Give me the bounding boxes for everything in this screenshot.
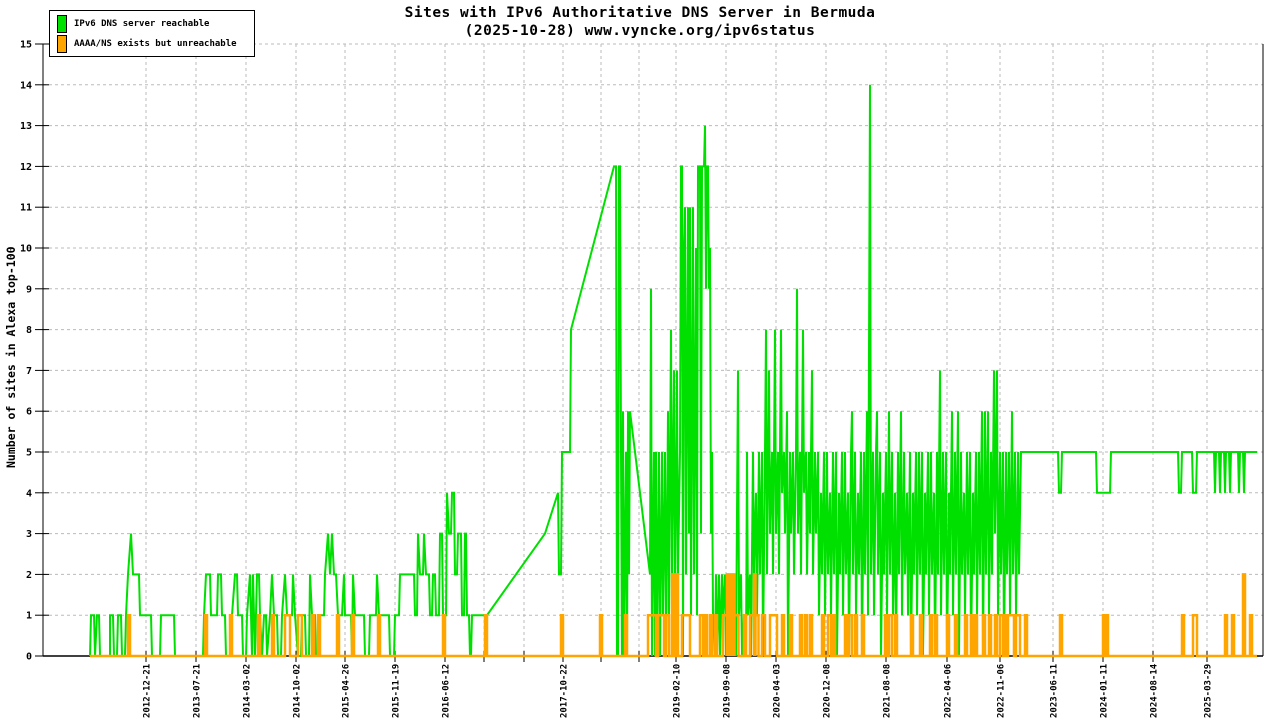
svg-text:7: 7 xyxy=(26,366,32,377)
svg-text:2015-11-19: 2015-11-19 xyxy=(392,664,402,718)
legend: IPv6 DNS server reachable AAAA/NS exists… xyxy=(49,10,255,57)
svg-text:3: 3 xyxy=(26,529,32,540)
legend-item-reachable: IPv6 DNS server reachable xyxy=(57,14,254,34)
svg-text:2012-12-21: 2012-12-21 xyxy=(143,664,153,718)
svg-text:2014-03-02: 2014-03-02 xyxy=(243,664,253,718)
svg-text:11: 11 xyxy=(20,203,32,214)
svg-text:2013-07-21: 2013-07-21 xyxy=(193,664,203,718)
svg-text:13: 13 xyxy=(20,121,32,132)
svg-text:2021-08-08: 2021-08-08 xyxy=(883,664,893,718)
svg-text:8: 8 xyxy=(26,325,32,336)
legend-label-reachable: IPv6 DNS server reachable xyxy=(74,19,210,29)
svg-text:10: 10 xyxy=(20,244,32,255)
svg-text:2017-10-22: 2017-10-22 xyxy=(560,664,570,718)
svg-text:2023-06-11: 2023-06-11 xyxy=(1050,664,1060,718)
legend-item-unreachable: AAAA/NS exists but unreachable xyxy=(57,34,254,54)
svg-text:9: 9 xyxy=(26,284,32,295)
svg-text:6: 6 xyxy=(26,407,32,418)
svg-text:2024-01-11: 2024-01-11 xyxy=(1100,664,1110,718)
reachable-color-swatch xyxy=(57,15,67,33)
svg-text:2016-06-12: 2016-06-12 xyxy=(442,664,452,718)
chart-title-block: Sites with IPv6 Authoritative DNS Server… xyxy=(0,4,1280,40)
svg-text:2022-11-06: 2022-11-06 xyxy=(997,664,1007,718)
svg-text:1: 1 xyxy=(26,611,32,622)
svg-text:2020-04-03: 2020-04-03 xyxy=(773,664,783,718)
svg-text:12: 12 xyxy=(20,162,32,173)
svg-text:2: 2 xyxy=(26,570,32,581)
unreachable-color-swatch xyxy=(57,35,67,53)
svg-text:14: 14 xyxy=(20,80,32,91)
svg-text:2022-04-06: 2022-04-06 xyxy=(944,664,954,718)
svg-text:4: 4 xyxy=(26,488,32,499)
svg-text:0: 0 xyxy=(26,652,32,663)
chart-subtitle: (2025-10-28) www.vyncke.org/ipv6status xyxy=(464,23,816,39)
svg-text:2024-08-14: 2024-08-14 xyxy=(1150,663,1160,718)
svg-text:15: 15 xyxy=(20,40,32,51)
svg-text:2019-09-08: 2019-09-08 xyxy=(723,664,733,718)
svg-text:2019-02-10: 2019-02-10 xyxy=(673,664,683,718)
svg-text:2015-04-26: 2015-04-26 xyxy=(342,664,352,718)
chart-title: Sites with IPv6 Authoritative DNS Server… xyxy=(404,5,876,21)
legend-label-unreachable: AAAA/NS exists but unreachable xyxy=(74,39,237,49)
svg-text:2014-10-02: 2014-10-02 xyxy=(293,664,303,718)
svg-text:5: 5 xyxy=(26,448,32,459)
svg-text:2025-03-29: 2025-03-29 xyxy=(1204,664,1214,718)
svg-text:2020-12-08: 2020-12-08 xyxy=(823,664,833,718)
